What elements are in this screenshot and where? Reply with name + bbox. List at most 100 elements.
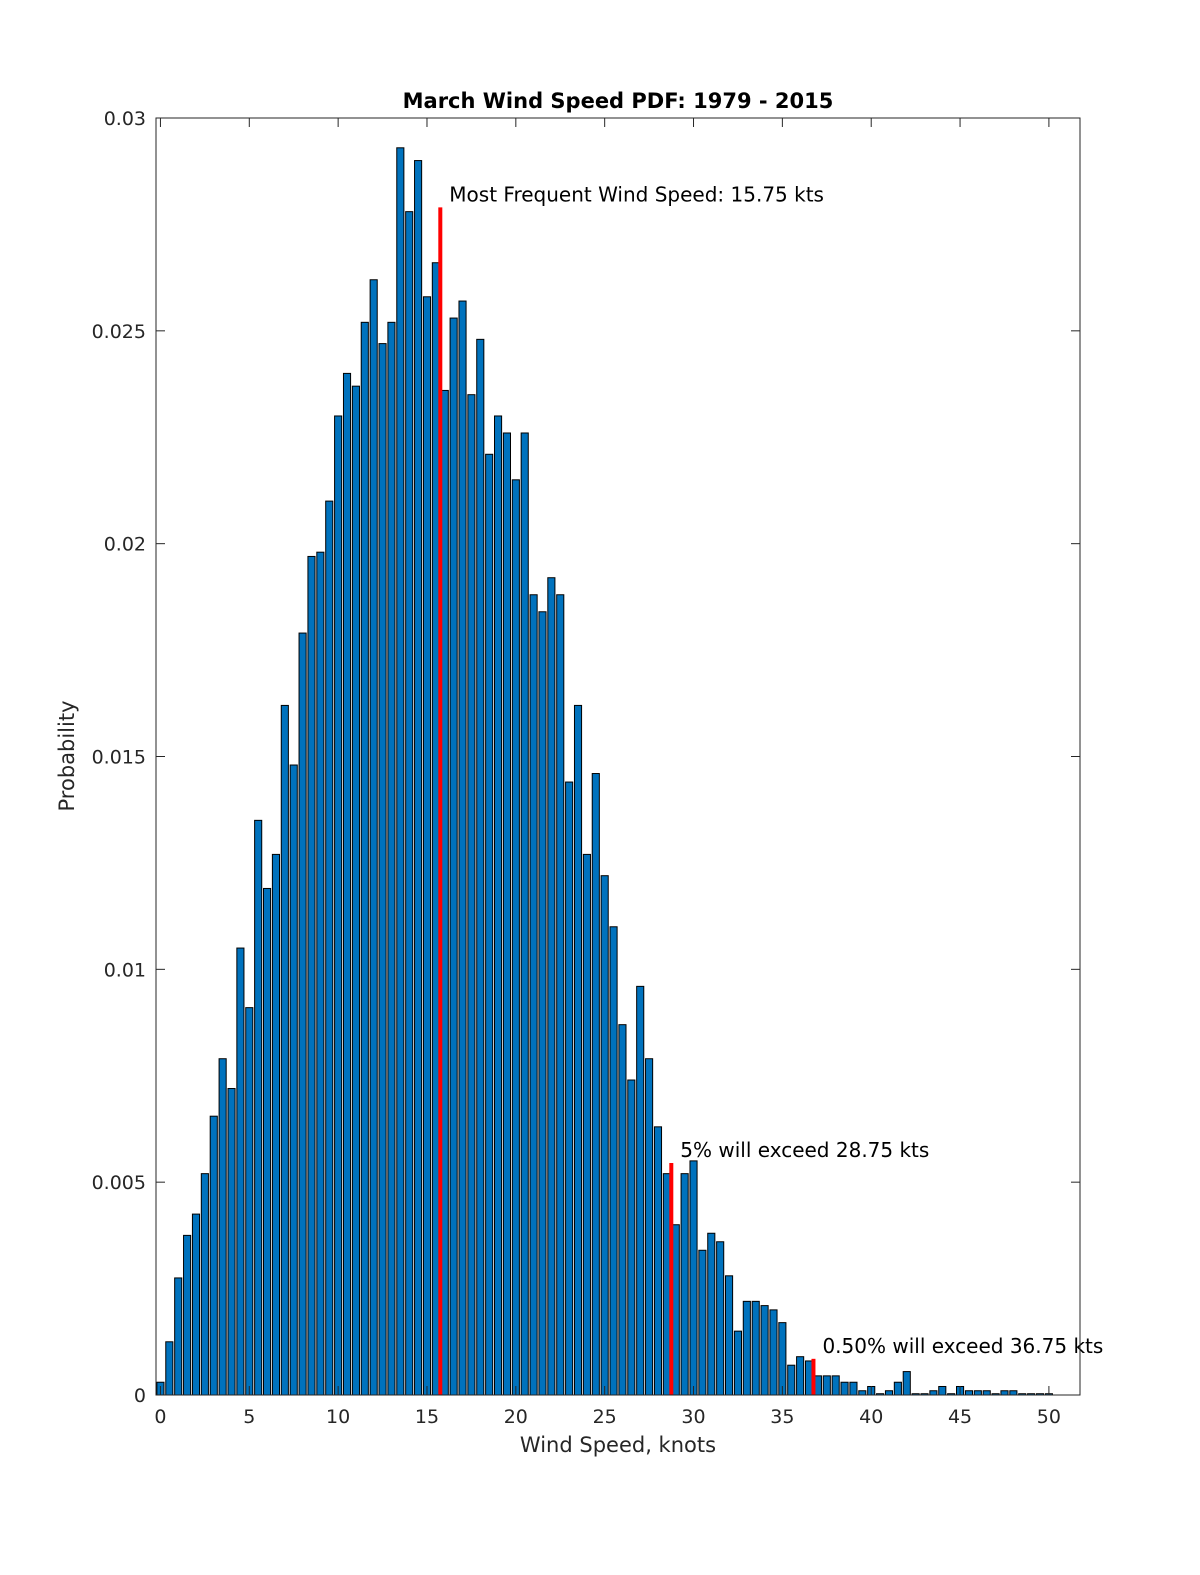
x-tick-label: 40 [859, 1406, 883, 1428]
histogram-bar [547, 577, 556, 1396]
histogram-bar [494, 415, 503, 1396]
histogram-bar [298, 632, 307, 1396]
histogram-bar [334, 415, 343, 1396]
histogram-bar [725, 1275, 734, 1396]
histogram-bar [698, 1249, 707, 1396]
histogram-bar [360, 321, 369, 1396]
histogram-bar [307, 555, 316, 1396]
histogram-bar [565, 781, 574, 1396]
marker-annotation: Most Frequent Wind Speed: 15.75 kts [449, 182, 824, 206]
histogram-bar [707, 1232, 716, 1396]
x-tick-label: 45 [948, 1406, 972, 1428]
histogram-bar [449, 317, 458, 1396]
histogram-bar [893, 1381, 902, 1396]
histogram-bar [476, 338, 485, 1396]
histogram-bar [858, 1390, 867, 1396]
histogram-bar [254, 819, 263, 1396]
x-tick-label: 30 [681, 1406, 705, 1428]
histogram-bar [236, 947, 245, 1396]
histogram-bar [263, 887, 272, 1396]
histogram-bar [405, 211, 414, 1396]
chart-title: March Wind Speed PDF: 1979 - 2015 [403, 89, 834, 113]
histogram-bar [769, 1309, 778, 1396]
x-tick-label: 10 [326, 1406, 350, 1428]
histogram-bar [485, 453, 494, 1396]
y-tick-label: 0.02 [104, 534, 146, 556]
marker-annotation: 0.50% will exceed 36.75 kts [822, 1334, 1103, 1358]
histogram-bar [396, 147, 405, 1396]
histogram-bar [742, 1300, 751, 1396]
histogram-bar [289, 764, 298, 1396]
histogram-bar [680, 1173, 689, 1396]
histogram-bar [200, 1173, 209, 1396]
histogram-bar [929, 1390, 938, 1396]
histogram-bar [245, 1007, 254, 1396]
histogram-bar [849, 1381, 858, 1396]
histogram-bar [422, 296, 432, 1396]
histogram-bar [165, 1341, 174, 1396]
y-tick-label: 0.025 [92, 321, 146, 343]
histogram-bar [573, 704, 583, 1396]
x-tick-label: 50 [1037, 1406, 1061, 1428]
bar-group [156, 147, 1053, 1396]
histogram-bar [183, 1234, 192, 1396]
marker-annotation: 5% will exceed 28.75 kts [680, 1138, 929, 1162]
histogram-bar [1009, 1390, 1018, 1396]
histogram-bar [689, 1160, 698, 1396]
x-tick-label: 0 [154, 1406, 166, 1428]
histogram-bar [342, 372, 352, 1396]
y-tick-label: 0.005 [92, 1172, 146, 1194]
histogram-bar [351, 385, 360, 1396]
histogram-bar [884, 1390, 894, 1396]
histogram-bar [822, 1375, 831, 1396]
histogram-bar [600, 875, 609, 1396]
histogram-bar [316, 551, 325, 1396]
histogram-bar [760, 1305, 769, 1396]
x-tick-label: 35 [770, 1406, 794, 1428]
histogram-bar [325, 500, 334, 1396]
x-tick-label: 20 [504, 1406, 528, 1428]
histogram-bar [511, 479, 520, 1396]
x-axis-label: Wind Speed, knots [520, 1433, 716, 1457]
histogram-bar [467, 394, 476, 1396]
histogram-bar [938, 1385, 947, 1396]
histogram-bar [458, 300, 467, 1396]
histogram-bar [174, 1277, 183, 1396]
histogram-bar [653, 1126, 663, 1396]
histogram-bar [582, 853, 591, 1396]
histogram-bar [964, 1390, 974, 1396]
histogram-bar [227, 1088, 236, 1396]
histogram-bar [191, 1213, 201, 1396]
histogram-bar [618, 1024, 627, 1396]
histogram-bar [627, 1079, 636, 1396]
histogram-bar [529, 594, 538, 1396]
histogram-bar [591, 773, 600, 1396]
marker-group: Most Frequent Wind Speed: 15.75 kts 5% wi… [438, 182, 1103, 1395]
histogram-bar [387, 321, 396, 1396]
histogram-bar [271, 853, 281, 1396]
histogram-bar [369, 279, 378, 1396]
histogram-bar [831, 1375, 840, 1396]
x-axis-ticks: 0 5 10 15 20 25 30 35 40 45 50 [154, 118, 1061, 1428]
x-tick-label: 5 [243, 1406, 255, 1428]
histogram-bar [209, 1115, 218, 1396]
histogram-bar [840, 1381, 849, 1396]
histogram-bar [414, 160, 423, 1396]
y-axis-label: Probability [55, 700, 79, 811]
histogram-bar [778, 1322, 787, 1396]
y-tick-label: 0.03 [104, 108, 146, 130]
x-tick-label: 15 [415, 1406, 439, 1428]
histogram-bar [787, 1364, 796, 1396]
histogram-bar [716, 1241, 725, 1396]
histogram-bar [1000, 1390, 1009, 1396]
y-axis-ticks: 0 0.005 0.01 0.015 0.02 0.025 0.03 [92, 108, 1080, 1407]
histogram-bar [502, 432, 512, 1396]
histogram-bar [280, 704, 289, 1396]
histogram-bar [556, 594, 565, 1396]
histogram-bar [609, 926, 618, 1396]
histogram-bar [520, 432, 529, 1396]
histogram-bar [973, 1390, 982, 1396]
y-tick-label: 0 [134, 1385, 146, 1407]
x-tick-label: 25 [593, 1406, 617, 1428]
